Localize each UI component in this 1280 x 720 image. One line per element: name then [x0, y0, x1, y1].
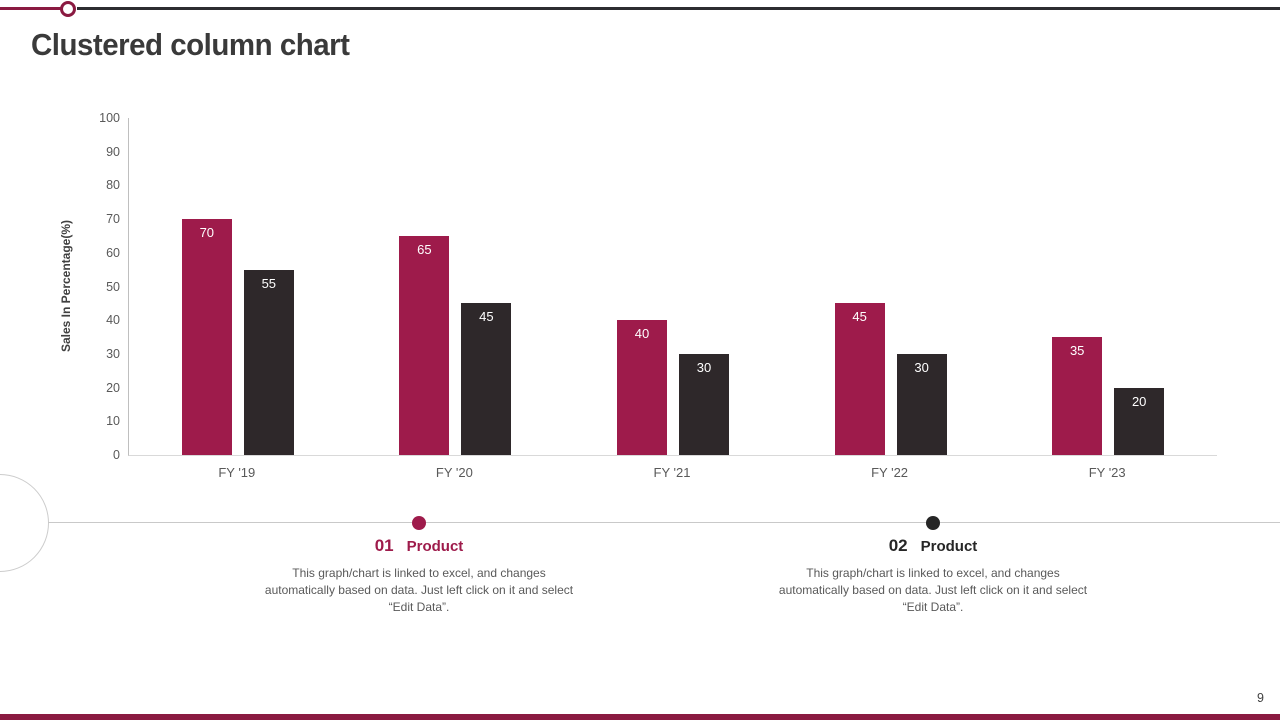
y-tick-label: 60 — [106, 245, 120, 260]
y-axis-title: Sales In Percentage(%) — [59, 219, 73, 353]
bar-value-label: 70 — [199, 225, 215, 241]
bar[interactable]: 70 — [181, 219, 232, 455]
x-axis-tick-label: FY '23 — [1088, 465, 1126, 480]
bar[interactable]: 55 — [243, 269, 294, 455]
legend-heading: 01 Product — [259, 536, 579, 556]
legend-number: 02 — [888, 536, 908, 555]
bar[interactable]: 30 — [896, 353, 947, 455]
y-tick-label: 10 — [106, 414, 120, 429]
bar-group: 40 30 — [564, 118, 782, 455]
y-tick-label: 70 — [106, 212, 120, 227]
bar[interactable]: 30 — [678, 353, 729, 455]
bar[interactable]: 65 — [399, 235, 450, 455]
x-axis-tick-label: FY '22 — [871, 465, 909, 480]
legend-product-02: 02 Product This graph/chart is linked to … — [773, 536, 1093, 616]
bar-group: 45 30 — [782, 118, 1000, 455]
x-axis-tick-label: FY '21 — [653, 465, 691, 480]
legend-description: This graph/chart is linked to excel, and… — [778, 566, 1088, 614]
bar-group: 35 20 — [999, 118, 1217, 455]
timeline-circle-decoration — [0, 474, 49, 572]
bar-group: 70 55 — [129, 118, 347, 455]
top-rule-dark-segment — [77, 7, 1280, 10]
bar[interactable]: 45 — [461, 303, 512, 455]
bottom-accent-bar — [0, 714, 1280, 720]
x-axis-tick-label: FY '19 — [218, 465, 256, 480]
y-tick-label: 90 — [106, 144, 120, 159]
bar-value-label: 45 — [479, 309, 494, 325]
page-number: 9 — [1257, 691, 1264, 705]
legend-description: This graph/chart is linked to excel, and… — [264, 566, 574, 614]
y-tick-label: 0 — [113, 448, 120, 462]
bar-value-label: 45 — [852, 309, 867, 325]
y-tick-label: 100 — [99, 111, 120, 125]
plot-area: 70 55 65 45 40 30 45 30 35 20 0 10 20 30 40 50 60 70 80 90… — [99, 111, 1217, 462]
bar[interactable]: 40 — [616, 320, 667, 455]
bar-value-label: 20 — [1131, 393, 1147, 409]
legend-label: Product — [406, 538, 464, 555]
y-tick-label: 80 — [106, 178, 120, 193]
top-rule-ring-marker — [60, 1, 76, 17]
top-rule-accent-segment — [0, 7, 61, 10]
bar-value-label: 30 — [914, 359, 929, 375]
bar-value-label: 35 — [1069, 343, 1085, 359]
timeline-line — [48, 522, 1280, 523]
legend-dot-product-02 — [926, 516, 940, 530]
page-title: Clustered column chart — [31, 27, 350, 62]
bar[interactable]: 35 — [1052, 337, 1103, 455]
bar[interactable]: 20 — [1114, 387, 1165, 455]
bar-value-label: 40 — [634, 326, 650, 342]
legend-label: Product — [920, 538, 978, 555]
x-axis-labels: FY '19 FY '20 FY '21 FY '22 FY '23 — [128, 465, 1216, 480]
bar-value-label: 65 — [417, 241, 432, 257]
y-tick-label: 50 — [106, 279, 120, 294]
legend-product-01: 01 Product This graph/chart is linked to … — [259, 536, 579, 616]
legend-heading: 02 Product — [773, 536, 1093, 556]
y-tick-label: 40 — [106, 313, 120, 328]
bar-group: 65 45 — [347, 118, 565, 455]
bar-groups: 70 55 65 45 40 30 45 30 35 20 — [129, 118, 1217, 455]
legend-dot-product-01 — [412, 516, 426, 530]
legend-number: 01 — [374, 536, 394, 555]
bar-value-label: 55 — [261, 275, 277, 291]
y-tick-label: 20 — [106, 380, 120, 395]
x-axis-tick-label: FY '20 — [435, 465, 473, 480]
y-tick-label: 30 — [106, 346, 120, 361]
clustered-column-chart[interactable]: Sales In Percentage(%) 70 55 65 45 40 30 45 30 3… — [0, 110, 1280, 480]
bar-value-label: 30 — [696, 359, 712, 375]
bar[interactable]: 45 — [834, 303, 885, 455]
